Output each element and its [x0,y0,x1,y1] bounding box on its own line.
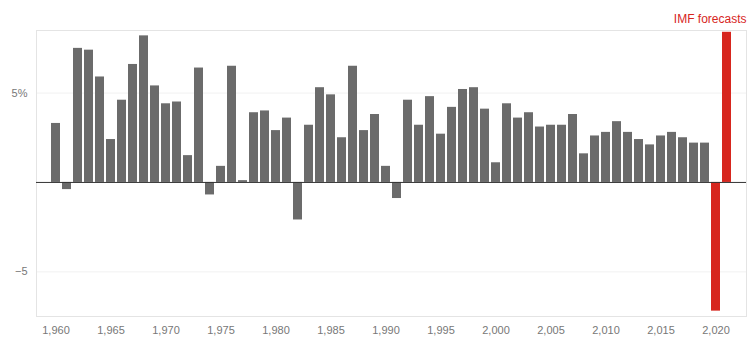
svg-text:2,020: 2,020 [702,324,730,336]
svg-text:1,975: 1,975 [207,324,235,336]
svg-text:1,985: 1,985 [317,324,345,336]
svg-text:2,005: 2,005 [537,324,565,336]
svg-text:1,965: 1,965 [97,324,125,336]
svg-text:1,990: 1,990 [372,324,400,336]
svg-text:2,000: 2,000 [482,324,510,336]
svg-text:2,010: 2,010 [592,324,620,336]
svg-text:IMF forecasts: IMF forecasts [674,12,747,26]
svg-text:1,995: 1,995 [427,324,455,336]
svg-text:2,015: 2,015 [647,324,675,336]
svg-text:1,970: 1,970 [152,324,180,336]
svg-text:−5: −5 [15,265,28,277]
svg-text:1,980: 1,980 [262,324,290,336]
svg-text:1,960: 1,960 [42,324,70,336]
svg-text:5%: 5% [12,87,28,99]
